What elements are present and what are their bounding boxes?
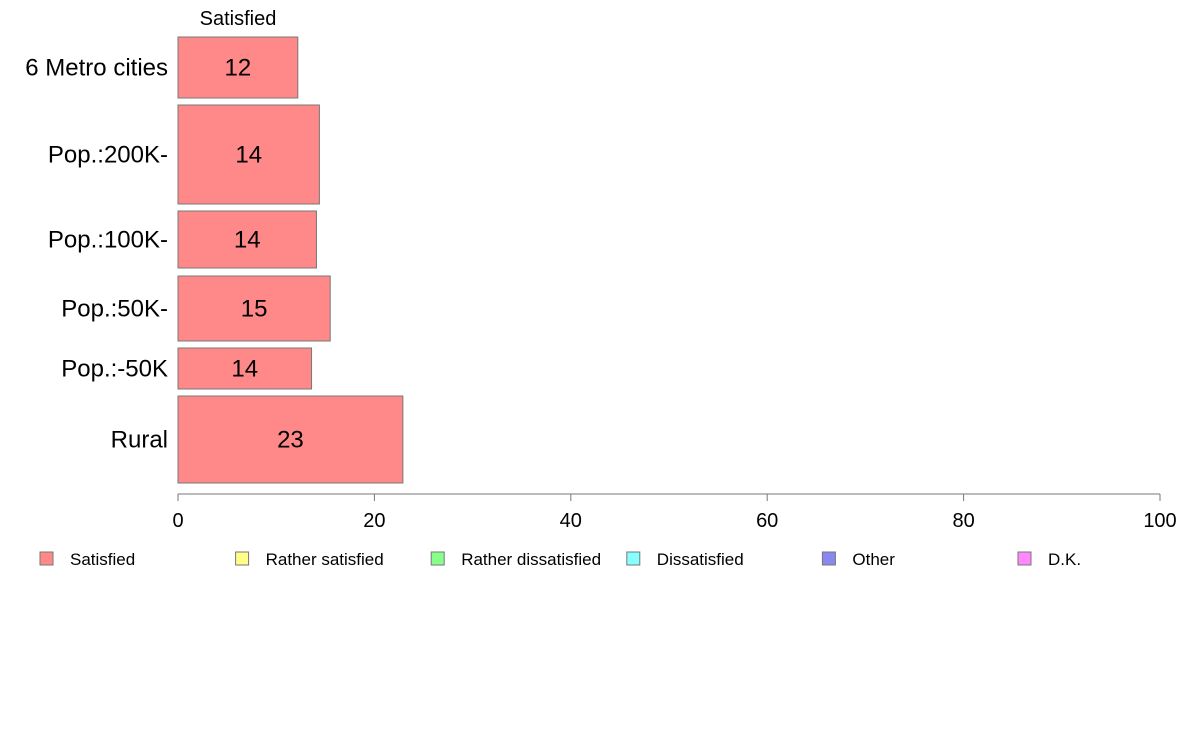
legend-swatch <box>430 551 445 566</box>
category-label: Pop.:100K- <box>48 227 168 254</box>
legend: Satisfied Rather satisfied Rather dissatis… <box>39 550 1081 569</box>
legend-label: D.K. <box>1048 550 1081 569</box>
bar-value-label: 15 <box>241 296 268 323</box>
bar <box>177 275 331 342</box>
category-label: 6 Metro cities <box>25 55 168 82</box>
bar-value-label: 14 <box>231 356 258 383</box>
legend-swatch <box>1017 551 1032 566</box>
bar <box>177 36 299 99</box>
x-tick-label: 60 <box>756 510 778 532</box>
legend-swatch <box>821 551 836 566</box>
category-label: Pop.:50K- <box>61 296 168 323</box>
legend-label: Satisfied <box>70 550 135 569</box>
x-tick-label: 40 <box>560 510 582 532</box>
category-label: Pop.:200K- <box>48 142 168 169</box>
bar <box>177 347 313 390</box>
bar <box>177 104 320 205</box>
legend-swatch <box>235 551 250 566</box>
legend-swatch <box>39 551 54 566</box>
x-axis: 0 20 40 60 80 100 <box>172 493 1177 532</box>
x-tick-label: 80 <box>952 510 974 532</box>
category-label: Rural <box>111 427 168 454</box>
legend-label: Rather dissatisfied <box>461 550 601 569</box>
series-header: Satisfied <box>200 8 277 30</box>
bar-value-label: 14 <box>235 142 262 169</box>
x-tick-label: 20 <box>363 510 385 532</box>
bars-group: 12 14 14 15 14 23 <box>177 36 404 484</box>
bar-value-label: 14 <box>234 227 261 254</box>
legend-label: Dissatisfied <box>657 550 744 569</box>
category-label: Pop.:-50K <box>61 356 168 383</box>
bar-value-label: 23 <box>277 427 304 454</box>
bar <box>177 395 404 484</box>
category-labels: 6 Metro cities Pop.:200K- Pop.:100K- Pop.:5… <box>25 55 168 454</box>
legend-label: Rather satisfied <box>266 550 384 569</box>
x-tick-label: 0 <box>172 510 183 532</box>
bar-value-label: 12 <box>225 55 252 82</box>
legend-swatch <box>626 551 641 566</box>
x-tick-label: 100 <box>1143 510 1176 532</box>
bar <box>177 210 317 269</box>
legend-label: Other <box>852 550 895 569</box>
